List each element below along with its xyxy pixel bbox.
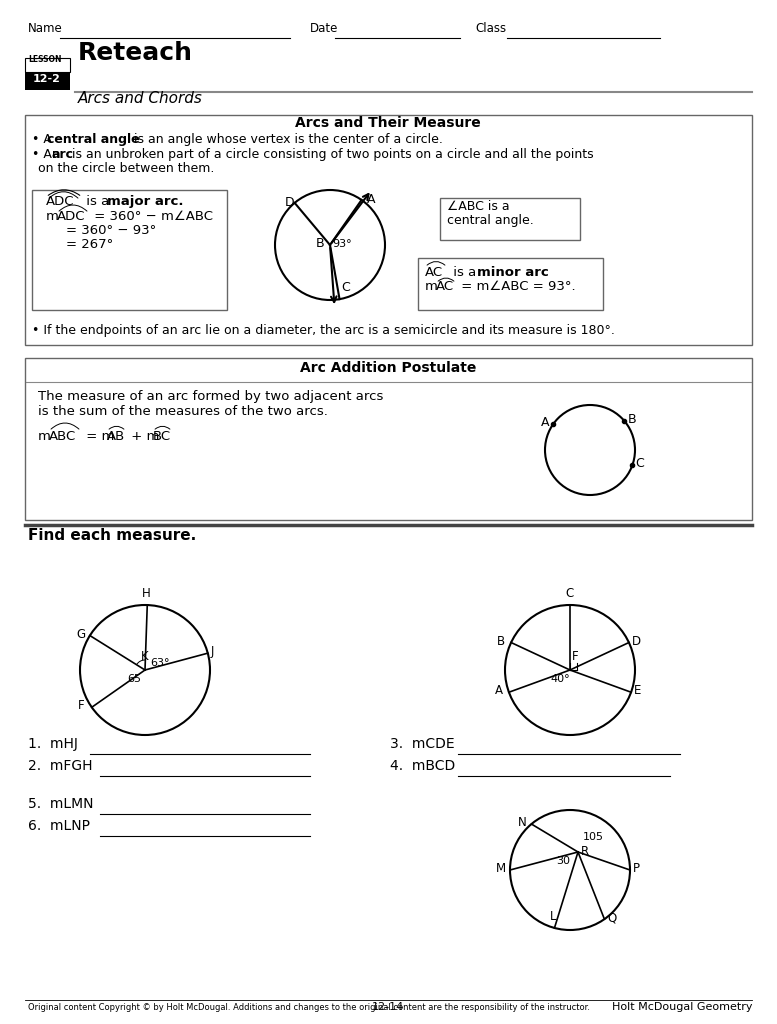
Text: is an unbroken part of a circle consisting of two points on a circle and all the: is an unbroken part of a circle consisti… bbox=[68, 148, 594, 161]
Text: The measure of an arc formed by two adjacent arcs: The measure of an arc formed by two adja… bbox=[38, 390, 383, 403]
Text: 30: 30 bbox=[556, 856, 570, 866]
Text: L: L bbox=[549, 910, 556, 923]
Text: AC: AC bbox=[425, 266, 443, 279]
Text: ADC: ADC bbox=[57, 210, 85, 223]
Text: Holt McDougal Geometry: Holt McDougal Geometry bbox=[611, 1002, 752, 1012]
Text: = m∠ABC = 93°.: = m∠ABC = 93°. bbox=[457, 280, 576, 293]
Text: is an angle whose vertex is the center of a circle.: is an angle whose vertex is the center o… bbox=[130, 133, 443, 146]
Text: C: C bbox=[565, 587, 573, 600]
Text: minor arc: minor arc bbox=[477, 266, 549, 279]
Text: Class: Class bbox=[475, 22, 506, 35]
Text: 4.  mBCD: 4. mBCD bbox=[390, 759, 455, 773]
Text: AB: AB bbox=[107, 430, 125, 443]
Text: B: B bbox=[628, 413, 636, 426]
FancyBboxPatch shape bbox=[32, 190, 227, 310]
FancyBboxPatch shape bbox=[25, 72, 70, 90]
Text: ADC: ADC bbox=[46, 195, 75, 208]
Text: + m: + m bbox=[127, 430, 159, 443]
Text: 105: 105 bbox=[583, 831, 604, 842]
Text: on the circle between them.: on the circle between them. bbox=[38, 162, 214, 175]
Text: J: J bbox=[211, 645, 214, 658]
Text: arc: arc bbox=[52, 148, 74, 161]
Text: 2.  mFGH: 2. mFGH bbox=[28, 759, 92, 773]
Text: • If the endpoints of an arc lie on a diameter, the arc is a semicircle and its : • If the endpoints of an arc lie on a di… bbox=[32, 324, 615, 337]
Text: central angle: central angle bbox=[47, 133, 140, 146]
Text: 6.  mLNP: 6. mLNP bbox=[28, 819, 90, 833]
Text: m: m bbox=[46, 210, 59, 223]
Text: Q: Q bbox=[608, 911, 617, 924]
Text: H: H bbox=[142, 587, 151, 600]
FancyBboxPatch shape bbox=[440, 198, 580, 240]
Text: Date: Date bbox=[310, 22, 338, 35]
Text: m: m bbox=[425, 280, 438, 293]
Text: 63°: 63° bbox=[150, 658, 169, 668]
Text: A: A bbox=[367, 193, 375, 206]
Text: Arc Addition Postulate: Arc Addition Postulate bbox=[300, 361, 476, 375]
Text: 1.  mHJ: 1. mHJ bbox=[28, 737, 78, 751]
Text: AC: AC bbox=[436, 280, 454, 293]
Text: = 267°: = 267° bbox=[66, 238, 113, 251]
Text: = 360° − 93°: = 360° − 93° bbox=[66, 224, 156, 237]
FancyBboxPatch shape bbox=[25, 58, 70, 72]
Text: 12-14: 12-14 bbox=[372, 1002, 404, 1012]
Text: R: R bbox=[581, 845, 589, 858]
Text: 5.  mLMN: 5. mLMN bbox=[28, 797, 93, 811]
FancyBboxPatch shape bbox=[25, 358, 752, 520]
Text: A: A bbox=[495, 684, 503, 697]
Text: 65: 65 bbox=[127, 674, 141, 684]
Text: A: A bbox=[541, 416, 549, 429]
Text: D: D bbox=[284, 196, 294, 209]
Text: LESSON: LESSON bbox=[28, 55, 61, 63]
Text: major arc.: major arc. bbox=[107, 195, 183, 208]
Text: P: P bbox=[633, 862, 640, 874]
Text: Original content Copyright © by Holt McDougal. Additions and changes to the orig: Original content Copyright © by Holt McD… bbox=[28, 1002, 590, 1012]
Text: F: F bbox=[78, 699, 85, 713]
Text: K: K bbox=[141, 650, 148, 663]
Text: central angle.: central angle. bbox=[447, 214, 534, 227]
Text: B: B bbox=[497, 635, 505, 647]
Text: 93°: 93° bbox=[332, 239, 352, 249]
Text: C: C bbox=[342, 282, 350, 294]
Text: Reteach: Reteach bbox=[78, 41, 193, 65]
Text: C: C bbox=[636, 458, 644, 470]
Text: F: F bbox=[572, 650, 579, 663]
Text: Arcs and Their Measure: Arcs and Their Measure bbox=[295, 116, 481, 130]
Text: m: m bbox=[38, 430, 51, 443]
Text: • An: • An bbox=[32, 148, 64, 161]
Text: G: G bbox=[76, 628, 85, 641]
Text: Arcs and Chords: Arcs and Chords bbox=[78, 91, 203, 106]
Text: 3.  mCDE: 3. mCDE bbox=[390, 737, 455, 751]
Text: BC: BC bbox=[153, 430, 171, 443]
Text: is a: is a bbox=[82, 195, 113, 208]
Text: Name: Name bbox=[28, 22, 63, 35]
Text: Find each measure.: Find each measure. bbox=[28, 528, 197, 543]
Text: N: N bbox=[517, 816, 526, 829]
FancyBboxPatch shape bbox=[418, 258, 603, 310]
Text: ∠ABC is a: ∠ABC is a bbox=[447, 200, 510, 213]
Text: = m: = m bbox=[82, 430, 114, 443]
Text: • A: • A bbox=[32, 133, 56, 146]
Text: M: M bbox=[496, 862, 506, 874]
Text: 12-2: 12-2 bbox=[33, 74, 61, 84]
Text: is a: is a bbox=[449, 266, 480, 279]
Text: E: E bbox=[634, 684, 642, 697]
Text: ABC: ABC bbox=[49, 430, 76, 443]
Text: B: B bbox=[316, 237, 325, 250]
Text: is the sum of the measures of the two arcs.: is the sum of the measures of the two ar… bbox=[38, 406, 328, 418]
Text: D: D bbox=[632, 635, 641, 647]
Text: = 360° − m∠ABC: = 360° − m∠ABC bbox=[90, 210, 213, 223]
FancyBboxPatch shape bbox=[25, 115, 752, 345]
Text: 40°: 40° bbox=[550, 674, 570, 684]
